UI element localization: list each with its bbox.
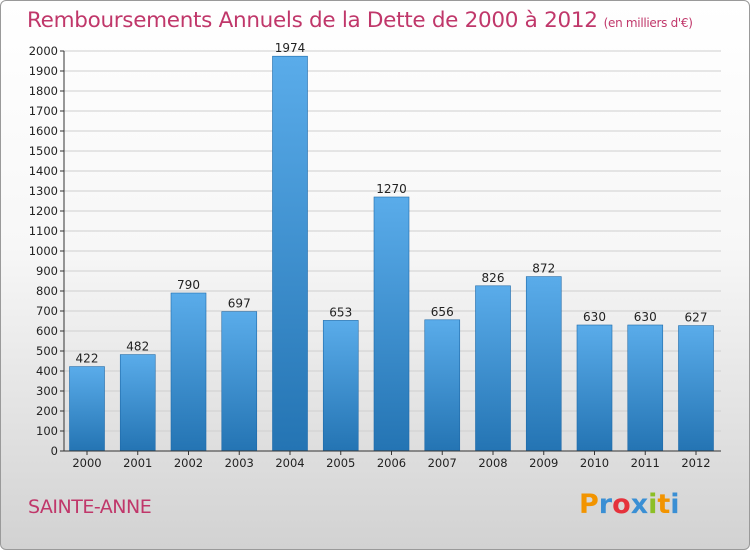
- y-tick-label: 100: [36, 424, 58, 438]
- commune-name: SAINTE-ANNE: [28, 496, 152, 518]
- y-tick-label: 1700: [29, 104, 58, 118]
- logo-letter: x: [630, 489, 649, 520]
- data-label: 653: [329, 305, 352, 319]
- data-label: 826: [482, 271, 505, 285]
- bar: [322, 320, 359, 452]
- data-label: 422: [76, 352, 99, 366]
- bar: [678, 325, 714, 452]
- x-tick-label: 2004: [275, 456, 304, 470]
- logo-letter: o: [612, 489, 631, 520]
- y-tick-label: 1600: [29, 124, 58, 138]
- bar: [272, 55, 308, 452]
- data-label: 790: [177, 278, 200, 292]
- bar: [373, 196, 410, 452]
- y-tick-label: 300: [36, 384, 58, 398]
- y-axis: 0 100 200 300 400 500 600 700 800 900 1000 1100 1200…: [29, 44, 65, 458]
- data-label: 627: [685, 311, 708, 325]
- x-tick-label: 2011: [631, 456, 660, 470]
- bar: [627, 324, 664, 452]
- x-tick-label: 2010: [580, 456, 609, 470]
- x-tick-label: 2009: [529, 456, 558, 470]
- x-tick-label: 2008: [478, 456, 507, 470]
- y-tick-label: 1300: [29, 184, 58, 198]
- data-label: 630: [634, 310, 657, 324]
- bars: 422 482 790 697 1974 653 1270 656 826 872 630 630 62…: [69, 41, 714, 452]
- y-tick-label: 1100: [29, 224, 58, 238]
- logo-letter: r: [598, 489, 613, 520]
- y-tick-label: 2000: [29, 44, 58, 58]
- chart-title-text: Remboursements Annuels de la Dette de 20…: [27, 8, 598, 33]
- y-tick-label: 500: [36, 344, 58, 358]
- x-tick-label: 2002: [174, 456, 203, 470]
- x-tick-label: 2000: [72, 456, 101, 470]
- bar: [119, 354, 156, 452]
- y-tick-label: 0: [51, 444, 58, 458]
- x-tick-label: 2006: [377, 456, 406, 470]
- logo-letter: i: [670, 489, 680, 520]
- bar: [475, 285, 511, 452]
- bar: [170, 292, 207, 452]
- logo-letter: i: [648, 489, 658, 520]
- y-tick-label: 800: [36, 284, 58, 298]
- bar: [69, 366, 105, 452]
- y-tick-label: 900: [36, 264, 58, 278]
- data-label: 697: [228, 297, 251, 311]
- x-tick-label: 2001: [123, 456, 152, 470]
- y-tick-label: 600: [36, 324, 58, 338]
- data-label: 1270: [376, 182, 407, 196]
- y-tick-label: 1900: [29, 64, 58, 78]
- proxiti-logo: Proxiti: [579, 489, 680, 520]
- y-tick-label: 1500: [29, 144, 58, 158]
- data-label: 630: [583, 310, 606, 324]
- x-tick-label: 2003: [225, 456, 254, 470]
- logo-letter: t: [657, 489, 671, 520]
- data-label: 872: [532, 262, 555, 276]
- y-tick-label: 700: [36, 304, 58, 318]
- chart-title: Remboursements Annuels de la Dette de 20…: [27, 8, 693, 33]
- x-tick-label: 2007: [428, 456, 457, 470]
- unit-note: (en milliers d'€): [603, 16, 693, 30]
- y-tick-label: 200: [36, 404, 58, 418]
- logo-letter: P: [579, 489, 599, 520]
- data-label: 482: [126, 340, 149, 354]
- y-tick-label: 400: [36, 364, 58, 378]
- bar: [576, 324, 613, 452]
- data-label: 656: [431, 305, 454, 319]
- data-label: 1974: [275, 41, 306, 55]
- x-tick-label: 2012: [681, 456, 710, 470]
- bar: [525, 276, 562, 452]
- y-tick-label: 1000: [29, 244, 58, 258]
- x-tick-label: 2005: [326, 456, 355, 470]
- y-tick-label: 1200: [29, 204, 58, 218]
- y-tick-label: 1400: [29, 164, 58, 178]
- bar: [221, 311, 258, 452]
- y-tick-label: 1800: [29, 84, 58, 98]
- x-axis: 2000 2001 2002 2003 2004 2005 2006 2007 2008 2009…: [64, 450, 721, 470]
- bar: [424, 319, 461, 452]
